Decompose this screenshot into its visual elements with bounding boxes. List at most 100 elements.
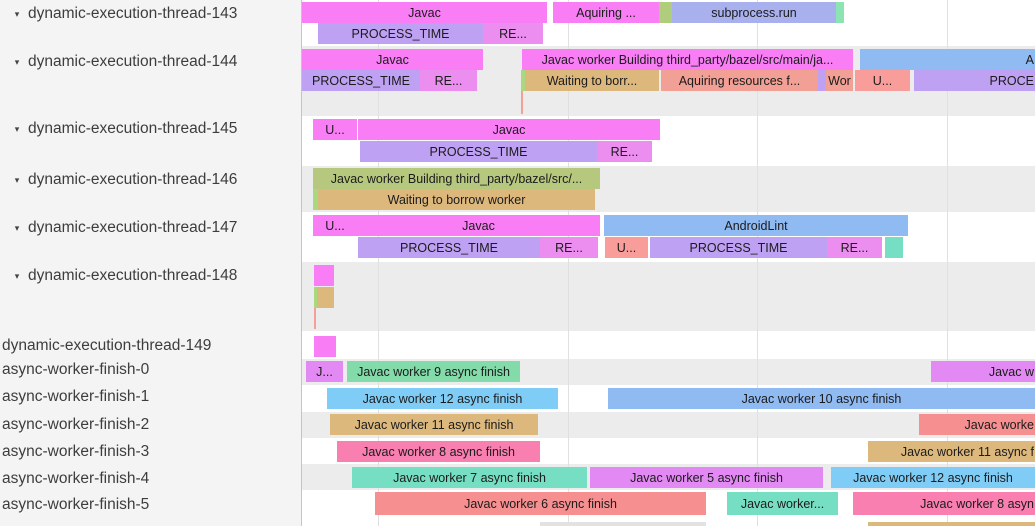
- trace-slice[interactable]: Javac worker 11 async finish: [330, 414, 538, 435]
- time-gridline: [947, 0, 948, 526]
- trace-slice[interactable]: RE...: [827, 237, 882, 258]
- track-label-text: async-worker-finish-0: [2, 361, 150, 378]
- trace-slice[interactable]: Javac worker Building third_party/bazel/…: [522, 49, 853, 70]
- track-label-dynamic-execution-thread-149[interactable]: dynamic-execution-thread-149: [0, 336, 302, 356]
- time-gridline: [378, 0, 379, 526]
- timeline-track-area[interactable]: Javac Aquiring ... subprocess.run PROCESS_T…: [302, 0, 1035, 526]
- trace-slice[interactable]: Wor: [826, 70, 853, 91]
- trace-slice-sliver[interactable]: [521, 91, 523, 114]
- trace-slice-sliver[interactable]: [314, 287, 317, 308]
- track-dynamic-execution-thread-148: [302, 262, 1035, 331]
- trace-slice[interactable]: RE...: [483, 23, 543, 44]
- trace-slice-sliver[interactable]: [313, 189, 318, 210]
- trace-slice[interactable]: Javac worker 8 async finish: [337, 441, 540, 462]
- track-label-async-worker-finish-1[interactable]: async-worker-finish-1: [0, 387, 302, 407]
- trace-slice-sliver[interactable]: [818, 70, 826, 91]
- trace-slice[interactable]: Javac: [302, 2, 547, 23]
- collapse-triangle-icon[interactable]: ▾: [14, 174, 20, 185]
- track-label-text: async-worker-finish-4: [2, 470, 150, 487]
- trace-slice[interactable]: A: [860, 49, 1035, 70]
- track-label-dynamic-execution-thread-146[interactable]: ▾ dynamic-execution-thread-146: [0, 170, 300, 190]
- trace-slice-sliver[interactable]: [540, 522, 706, 526]
- track-label-text: dynamic-execution-thread-143: [28, 5, 238, 22]
- track-label-async-worker-finish-5[interactable]: async-worker-finish-5: [0, 495, 302, 515]
- track-label-text: dynamic-execution-thread-146: [28, 171, 238, 188]
- collapse-triangle-icon[interactable]: ▾: [14, 56, 20, 67]
- trace-slice[interactable]: PROCESS_TIME: [302, 70, 420, 91]
- time-gridline: [757, 0, 758, 526]
- trace-slice[interactable]: RE...: [540, 237, 598, 258]
- track-label-text: async-worker-finish-5: [2, 496, 150, 513]
- track-partial-next-track: [302, 517, 1035, 526]
- trace-slice[interactable]: Javac worker 12 async finish: [327, 388, 558, 409]
- track-label-async-worker-finish-2[interactable]: async-worker-finish-2: [0, 415, 302, 435]
- trace-slice-sliver[interactable]: [868, 522, 1035, 526]
- trace-slice[interactable]: Aquiring resources f...: [661, 70, 818, 91]
- trace-slice[interactable]: Javac worker 7 async finish: [352, 467, 587, 488]
- trace-slice-sliver[interactable]: [317, 287, 334, 308]
- trace-slice[interactable]: PROCESS_TIME: [360, 141, 597, 162]
- trace-slice[interactable]: U...: [605, 237, 648, 258]
- track-label-dynamic-execution-thread-145[interactable]: ▾ dynamic-execution-thread-145: [0, 119, 300, 139]
- trace-slice[interactable]: Javac worker 11 async f: [868, 441, 1035, 462]
- trace-slice[interactable]: Javac worker...: [727, 492, 838, 515]
- trace-slice[interactable]: Aquiring ...: [553, 2, 659, 23]
- track-label-dynamic-execution-thread-143[interactable]: ▾ dynamic-execution-thread-143: [0, 4, 300, 24]
- track-label-text: dynamic-execution-thread-148: [28, 267, 238, 284]
- trace-slice[interactable]: Javac worker 9 async finish: [347, 361, 520, 382]
- trace-slice[interactable]: Javac: [357, 215, 600, 236]
- trace-slice[interactable]: U...: [313, 119, 357, 140]
- trace-slice[interactable]: Javac worker 5 async finish: [590, 467, 823, 488]
- collapse-triangle-icon[interactable]: ▾: [14, 8, 20, 19]
- trace-slice[interactable]: PROCESS_TIME: [358, 237, 540, 258]
- trace-slice[interactable]: Waiting to borrow worker: [318, 189, 595, 210]
- trace-slice[interactable]: J...: [306, 361, 343, 382]
- track-name-sidebar: ▾ dynamic-execution-thread-143 ▾ dynamic-ex…: [0, 0, 302, 526]
- trace-slice[interactable]: Javac: [358, 119, 660, 140]
- trace-slice[interactable]: PROCE: [914, 70, 1035, 91]
- track-label-text: async-worker-finish-1: [2, 388, 150, 405]
- trace-slice[interactable]: PROCESS_TIME: [318, 23, 483, 44]
- collapse-triangle-icon[interactable]: ▾: [14, 222, 20, 233]
- track-label-dynamic-execution-thread-148[interactable]: ▾ dynamic-execution-thread-148: [0, 266, 300, 286]
- trace-slice[interactable]: Waiting to borr...: [525, 70, 659, 91]
- trace-slice[interactable]: subprocess.run: [672, 2, 836, 23]
- trace-slice[interactable]: Javac worker 6 async finish: [375, 492, 706, 515]
- trace-slice[interactable]: U...: [855, 70, 910, 91]
- track-label-async-worker-finish-4[interactable]: async-worker-finish-4: [0, 469, 302, 489]
- trace-slice[interactable]: Javac worker 10 async finish: [608, 388, 1035, 409]
- trace-slice-sliver[interactable]: [885, 237, 903, 258]
- track-label-text: async-worker-finish-2: [2, 416, 150, 433]
- track-dynamic-execution-thread-149: [302, 331, 1035, 359]
- trace-slice[interactable]: RE...: [420, 70, 477, 91]
- trace-slice[interactable]: RE...: [597, 141, 652, 162]
- track-label-async-worker-finish-0[interactable]: async-worker-finish-0: [0, 360, 302, 380]
- trace-slice[interactable]: Javac: [302, 49, 483, 70]
- trace-slice-sliver[interactable]: [659, 2, 672, 23]
- trace-slice-sliver[interactable]: [314, 308, 316, 329]
- trace-slice-sliver[interactable]: [314, 336, 336, 357]
- track-label-dynamic-execution-thread-147[interactable]: ▾ dynamic-execution-thread-147: [0, 218, 300, 238]
- trace-slice[interactable]: Javac worker 8 asyn: [853, 492, 1035, 515]
- track-label-text: dynamic-execution-thread-149: [2, 337, 212, 354]
- trace-slice-sliver[interactable]: [836, 2, 844, 23]
- track-label-text: async-worker-finish-3: [2, 443, 150, 460]
- trace-slice-sliver[interactable]: [314, 265, 334, 286]
- track-label-text: dynamic-execution-thread-145: [28, 120, 238, 137]
- track-label-text: dynamic-execution-thread-144: [28, 53, 238, 70]
- trace-slice[interactable]: Javac worker Building third_party/bazel/…: [313, 168, 600, 189]
- track-label-text: dynamic-execution-thread-147: [28, 219, 238, 236]
- track-label-async-worker-finish-3[interactable]: async-worker-finish-3: [0, 442, 302, 462]
- time-gridline: [568, 0, 569, 526]
- trace-slice[interactable]: PROCESS_TIME: [650, 237, 827, 258]
- trace-slice[interactable]: U...: [313, 215, 357, 236]
- collapse-triangle-icon[interactable]: ▾: [14, 123, 20, 134]
- trace-slice[interactable]: AndroidLint: [604, 215, 908, 236]
- trace-slice[interactable]: Javac worker 12 async finish: [831, 467, 1035, 488]
- trace-slice[interactable]: Javac w: [931, 361, 1035, 382]
- track-label-dynamic-execution-thread-144[interactable]: ▾ dynamic-execution-thread-144: [0, 52, 300, 72]
- trace-slice-sliver[interactable]: [521, 70, 525, 91]
- collapse-triangle-icon[interactable]: ▾: [14, 270, 20, 281]
- trace-slice[interactable]: Javac worke: [919, 414, 1035, 435]
